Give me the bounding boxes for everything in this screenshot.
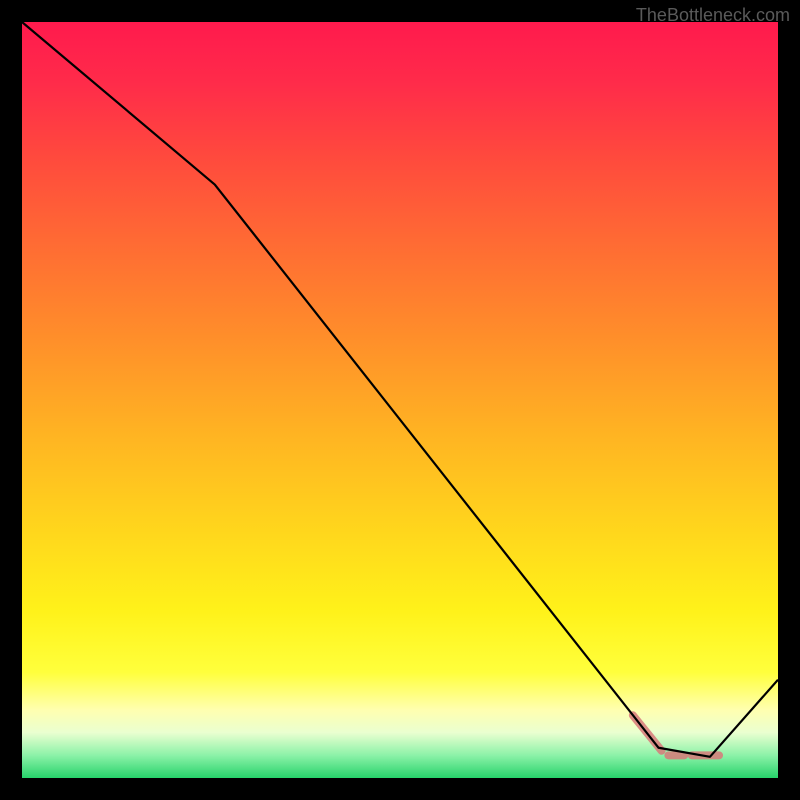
chart-svg bbox=[22, 22, 778, 778]
chart-container: TheBottleneck.com bbox=[0, 0, 800, 800]
plot-area bbox=[22, 22, 778, 778]
watermark-text: TheBottleneck.com bbox=[636, 5, 790, 26]
gradient-background bbox=[22, 22, 778, 778]
